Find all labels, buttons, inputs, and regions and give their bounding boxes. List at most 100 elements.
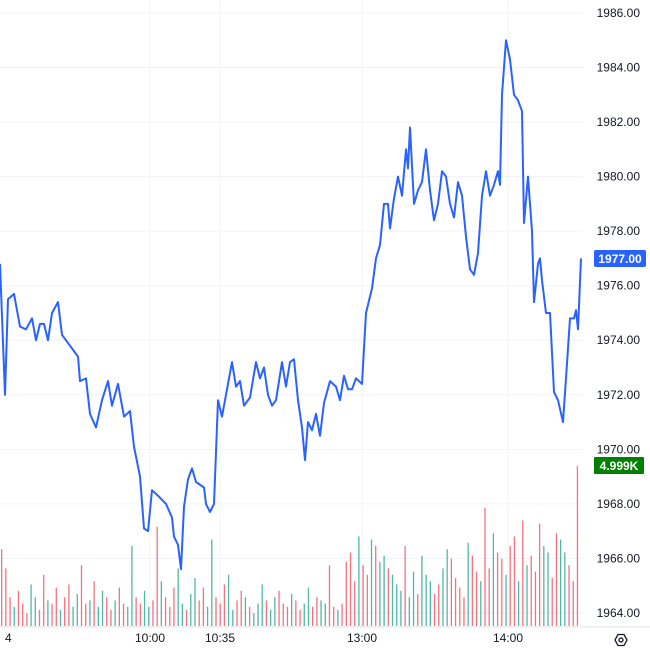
volume-bar: [354, 581, 356, 626]
volume-bar: [547, 552, 549, 626]
y-tick-label: 1972.00: [597, 388, 641, 402]
volume-bar: [1, 549, 3, 626]
volume-bar: [492, 533, 495, 626]
volume-bar: [517, 581, 520, 626]
volume-bar: [295, 600, 297, 626]
volume-bar: [135, 597, 137, 626]
volume-bar: [223, 584, 226, 626]
volume-bar: [538, 523, 541, 626]
time-axis: 4 10:00 10:35 13:00 14:00: [5, 631, 523, 645]
volume-bar: [185, 610, 188, 626]
x-tick-label: 4: [5, 631, 12, 645]
volume-bar: [328, 565, 331, 626]
volume-bar: [358, 536, 360, 626]
volume-bar: [114, 600, 116, 626]
volume-bar: [211, 539, 213, 626]
last-price-label: 1977.00: [598, 252, 642, 266]
volume-bar: [555, 533, 558, 626]
volume-bar: [17, 590, 20, 626]
volume-bar: [118, 587, 120, 626]
x-tick-label: 14:00: [493, 631, 523, 645]
volume-bar: [467, 542, 469, 626]
price-line: [0, 39, 582, 571]
y-tick-label: 1970.00: [597, 442, 641, 456]
volume-bar: [349, 552, 352, 626]
volume-bar: [291, 594, 293, 626]
volume-bar: [152, 600, 154, 626]
volume-bar: [5, 568, 7, 626]
volume-bar: [307, 587, 310, 626]
price-axis: 1986.00 1984.00 1982.00 1980.00 1978.00 1976.…: [597, 6, 641, 620]
volume-bar: [337, 610, 339, 626]
volume-bar: [484, 507, 486, 626]
volume-bar: [530, 555, 532, 626]
volume-bar: [274, 597, 276, 626]
volume-bar: [303, 603, 305, 626]
volume-bar: [169, 606, 171, 626]
x-tick-label: 10:00: [135, 631, 165, 645]
volume-bar: [282, 603, 284, 626]
volume-bar: [51, 603, 53, 626]
volume-bar: [299, 610, 301, 626]
volume-bar: [139, 603, 141, 626]
volume-bar: [438, 584, 440, 626]
volume-bar: [480, 581, 482, 626]
volume-bar: [501, 558, 503, 626]
settings-icon[interactable]: [614, 633, 628, 647]
volume-bar: [513, 536, 516, 626]
y-tick-label: 1986.00: [597, 6, 641, 20]
volume-bar: [143, 590, 146, 626]
volume-bar: [543, 546, 545, 626]
x-tick-label: 13:00: [347, 631, 377, 645]
volume-bar: [496, 552, 499, 626]
volume-bar: [177, 568, 179, 626]
volume-bar: [366, 574, 368, 626]
volume-bar: [370, 539, 373, 626]
volume-bar: [383, 555, 385, 626]
volume-bar: [253, 613, 255, 626]
volume-bar: [564, 552, 566, 626]
y-tick-label: 1982.00: [597, 115, 641, 129]
volume-bar: [576, 466, 579, 626]
volume-bar: [173, 587, 175, 626]
volume-bar: [341, 603, 343, 626]
volume-bar: [148, 606, 150, 626]
volume-bar: [362, 565, 364, 626]
volume-bar: [404, 546, 406, 626]
volume-bar: [110, 610, 112, 626]
volume-bar: [261, 584, 263, 626]
volume-bar: [215, 597, 217, 626]
volume-bar: [76, 594, 78, 626]
volume-bar: [412, 571, 415, 626]
volume-bar: [244, 597, 247, 626]
volume-bar: [236, 600, 238, 626]
volume-bar: [450, 558, 453, 626]
volume-bar: [509, 546, 511, 626]
volume-bar: [106, 597, 108, 626]
volume-bar: [446, 549, 448, 626]
volume-bar: [55, 587, 57, 626]
volume-bar: [316, 597, 318, 626]
volume-bar: [475, 571, 478, 626]
volume-bar: [257, 603, 259, 626]
volume-bar: [417, 594, 419, 626]
volume-bar: [248, 606, 251, 626]
volume-bar: [43, 574, 45, 626]
volume-bar: [534, 571, 537, 626]
volume-bar: [232, 610, 234, 626]
volume-bar: [97, 606, 99, 626]
volume-bar: [568, 565, 570, 626]
volume-bar: [278, 590, 280, 626]
volume-bar: [131, 546, 133, 626]
volume-bar: [459, 587, 461, 626]
volume-bar: [101, 590, 104, 626]
volume-bar: [164, 597, 167, 626]
volume-bar: [38, 610, 41, 626]
volume-bar: [181, 603, 184, 626]
volume-bar: [345, 562, 347, 626]
volume-bar: [127, 606, 129, 626]
volume-bar: [202, 587, 205, 626]
volume-bar: [522, 520, 524, 626]
